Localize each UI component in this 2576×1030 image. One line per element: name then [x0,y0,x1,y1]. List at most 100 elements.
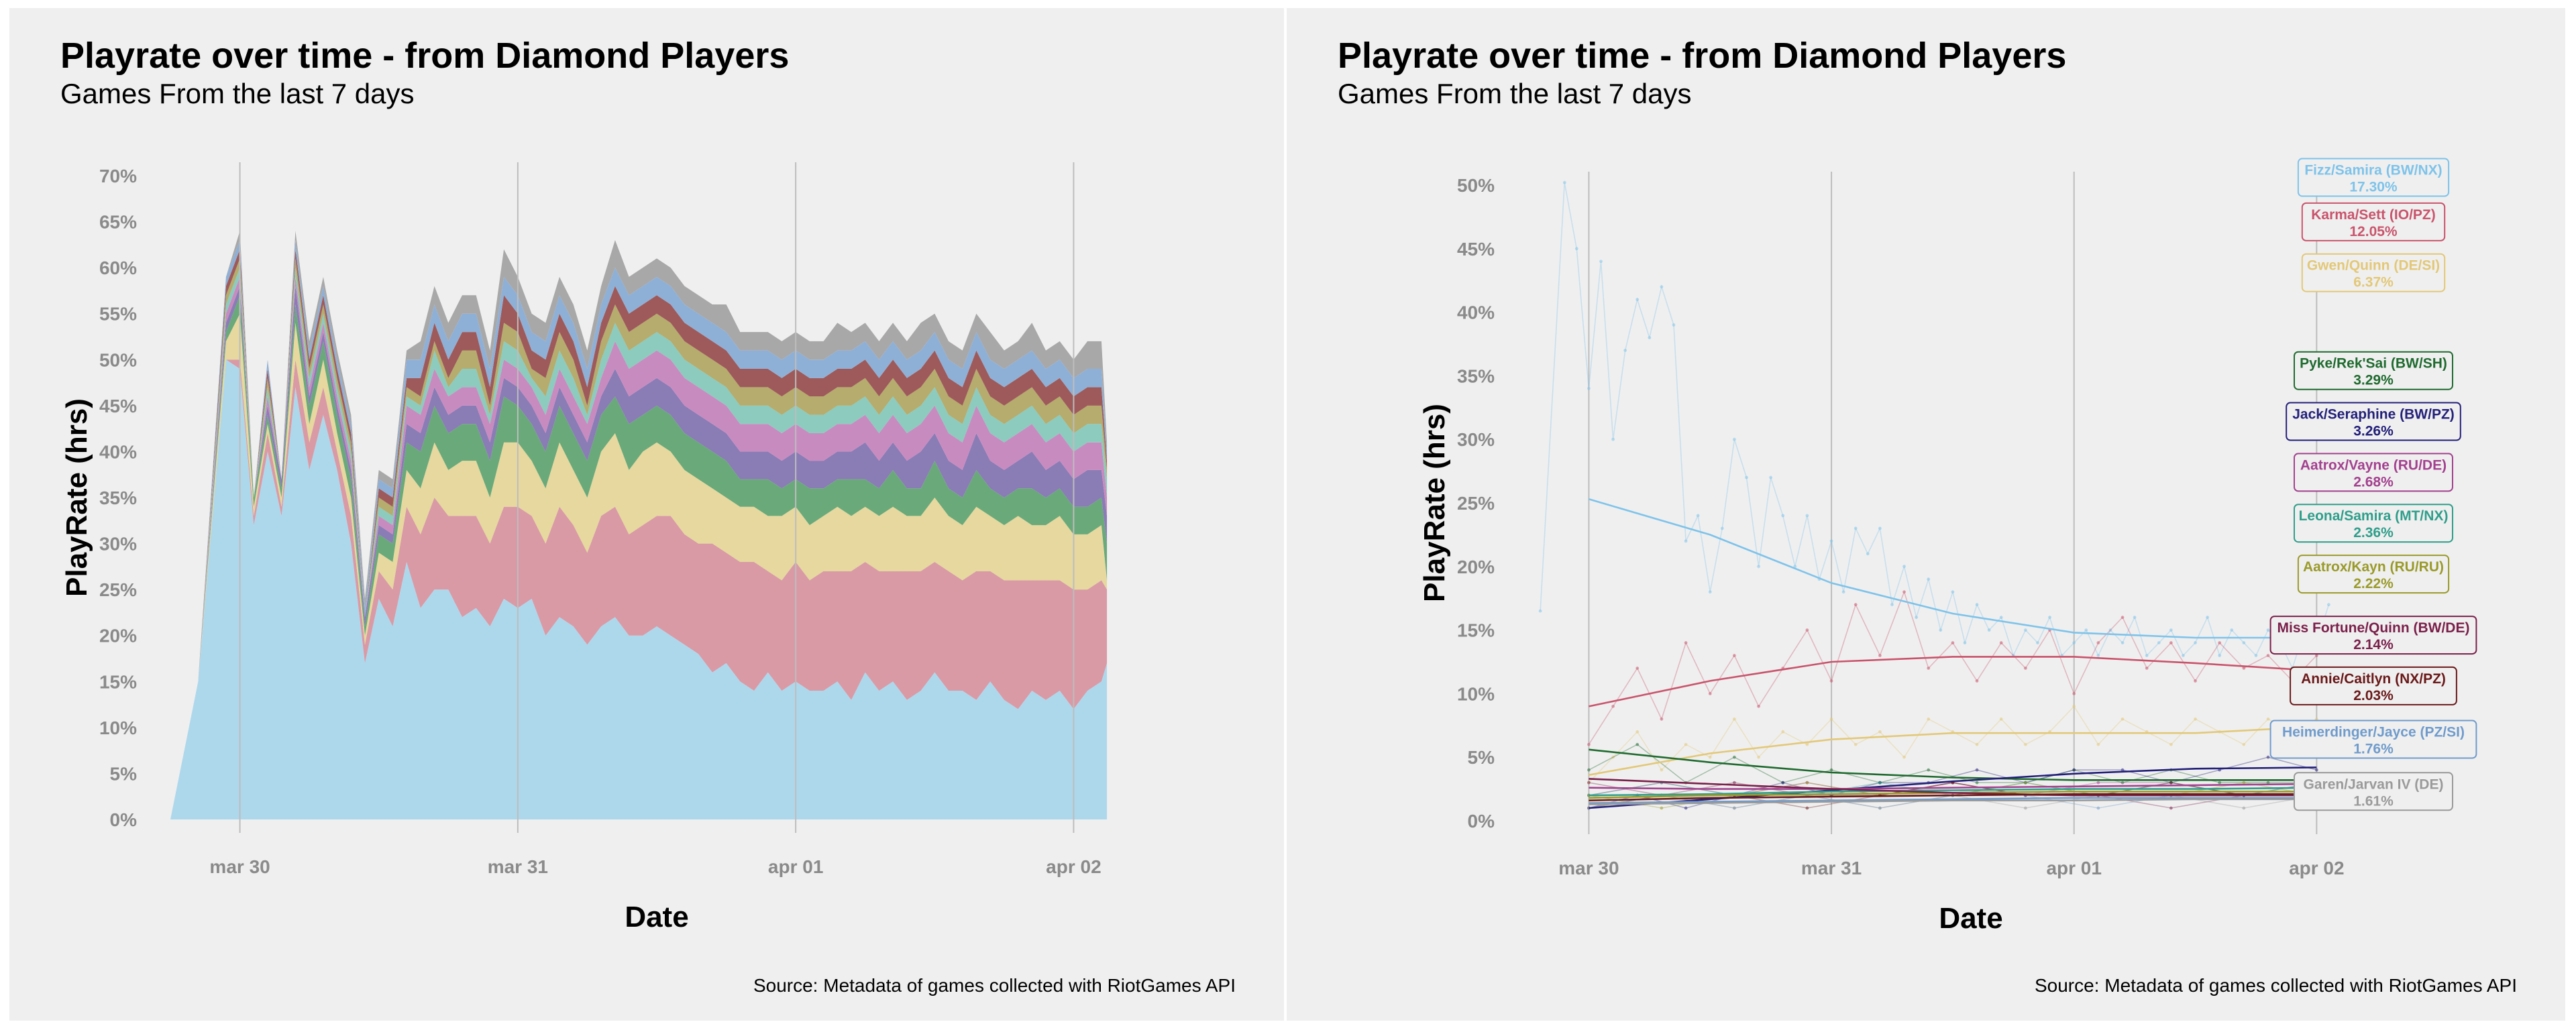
raw-point [2072,641,2076,644]
raw-point [2108,628,2112,632]
y-tick-label: 45% [99,396,137,416]
raw-point [2182,654,2185,657]
raw-point [2218,641,2222,644]
x-tick-label: apr 02 [2289,858,2345,878]
raw-point [2036,641,2039,644]
raw-point [1902,590,1906,594]
raw-point [1587,742,1591,746]
raw-point [1927,717,1931,721]
series-label-box [2294,453,2453,492]
raw-point [1963,641,1967,644]
series-name: Gwen/Quinn (DE/SI) [2307,258,2440,274]
series-name: Miss Fortune/Quinn (BW/DE) [2277,620,2470,636]
y-tick-label: 35% [99,488,137,508]
raw-point [1805,806,1809,810]
raw-point [1732,437,1736,441]
x-axis-title: Date [1939,902,2002,935]
raw-point [2096,781,2100,785]
stacked-area-chart: mar 30 mar 31 apr 01 apr 02 0% 5% 10% 15% 20% 25%… [60,162,1108,933]
raw-line-3 [1589,744,2317,784]
series-label-box [2301,253,2446,292]
y-tick-label: 10% [1457,683,1495,704]
raw-point [1866,552,1870,556]
series-label-0: Fizz/Samira (BW/NX) 17.30% [2297,158,2450,197]
x-tick-label: apr 02 [1046,856,1102,877]
y-tick-label: 5% [110,763,138,784]
raw-point [2169,742,2173,746]
raw-point [2048,616,2051,620]
raw-point [1611,704,1615,708]
raw-point [2218,781,2222,785]
raw-point [1611,755,1615,759]
y-tick-label: 0% [1468,811,1495,832]
series-label-3: Pyke/Rek'Sai (BW/SH) 3.29% [2294,351,2453,390]
area-series-5 [170,276,1108,819]
raw-point [2169,781,2173,785]
raw-point [1805,514,1809,518]
raw-point [1757,565,1760,569]
raw-point [2194,641,2197,644]
y-tick-label: 50% [99,349,137,370]
y-tick-label: 40% [99,441,137,462]
raw-point [1902,755,1906,759]
series-label-box [2269,720,2477,759]
series-label-5: Aatrox/Vayne (RU/DE)2.68% [2294,453,2453,492]
raw-point [2096,742,2100,746]
raw-point [1708,755,1712,759]
raw-point [1660,717,1664,721]
series-value: 3.29% [2353,373,2394,388]
raw-point [1878,526,1882,530]
raw-point [2218,654,2222,657]
raw-point [1587,386,1591,390]
raw-point [1757,704,1760,708]
raw-point [1854,742,1858,746]
raw-point [2023,806,2027,810]
series-value: 12.05% [2349,224,2398,239]
series-label-box [2286,402,2461,441]
raw-point [1562,180,1566,184]
series-label-box [2297,158,2450,197]
raw-point [2023,667,2027,670]
y-tick-label: 25% [99,579,137,600]
raw-point [1878,654,1882,657]
raw-point [2242,641,2246,644]
series-name: Jack/Seraphine (BW/PZ) [2292,407,2455,422]
raw-point [2121,717,2125,721]
raw-point [1975,679,1979,683]
raw-point [2096,641,2100,644]
raw-point [1927,577,1931,581]
chart-title: Playrate over time - from Diamond Player… [60,36,790,76]
chart-title: Playrate over time - from Diamond Player… [1338,36,2067,76]
raw-point [1538,609,1542,613]
raw-point [2157,641,2161,644]
raw-point [2194,679,2197,683]
raw-point [1927,768,1931,772]
raw-point [2133,616,2137,620]
series-label-8: Miss Fortune/Quinn (BW/DE)2.14% [2269,616,2477,655]
series-value: 3.26% [2353,424,2394,439]
series-value: 2.03% [2353,688,2394,703]
raw-point [1805,781,1809,785]
raw-point [2266,628,2270,632]
raw-point [1732,654,1736,657]
series-label-6: Leona/Samira (MT/NX)2.36% [2294,504,2453,543]
stacked-areas [170,231,1108,820]
raw-point [2169,806,2173,810]
raw-point [1841,590,1845,594]
series-label-10: Heimerdinger/Jayce (PZ/SI) 1.76% [2269,720,2477,759]
stacked-area-chart-panel: Playrate over time - from Diamond Player… [9,8,1284,1021]
x-tick-label: apr 01 [2046,858,2102,878]
raw-point [2121,641,2125,644]
trend-line-11 [1589,798,2317,805]
raw-point [1781,781,1785,785]
raw-point [1878,730,1882,734]
raw-point [1829,768,1833,772]
raw-point [1623,349,1627,352]
y-axis-title: PlayRate (hrs) [1418,404,1451,602]
series-value: 2.22% [2353,576,2394,591]
raw-point [1635,298,1640,302]
raw-point [1951,641,1955,644]
raw-point [1732,717,1736,721]
series-name: Aatrox/Kayn (RU/RU) [2303,559,2444,575]
series-value: 2.36% [2353,525,2394,540]
